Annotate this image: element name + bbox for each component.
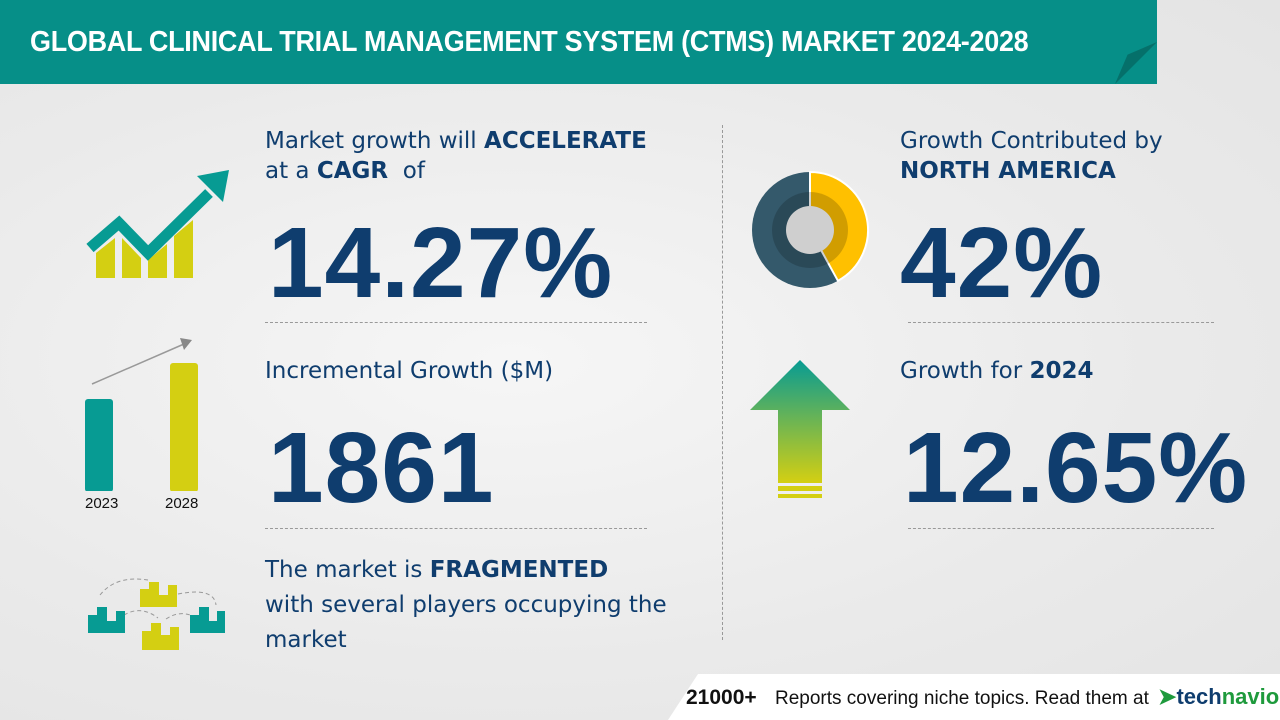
bar-2028: [170, 363, 198, 491]
bar-label-2028: 2028: [165, 495, 199, 512]
vertical-divider: [722, 125, 723, 640]
fragmented-line-1: The market is FRAGMENTED: [265, 557, 609, 583]
divider: [908, 528, 1214, 529]
up-arrow-icon: [750, 360, 850, 498]
logo-mark-icon: ➤: [1158, 684, 1177, 709]
buildings-network-icon: [88, 578, 225, 650]
technavio-logo[interactable]: ➤technavio: [1158, 684, 1280, 709]
footer-text: Reports covering niche topics. Read them…: [775, 688, 1149, 709]
divider: [265, 528, 647, 529]
footer-bar: [668, 674, 1280, 720]
report-count: 21000+: [686, 686, 757, 709]
incremental-bars-icon: [85, 338, 198, 491]
donut-share-slice: [809, 170, 869, 283]
region-line-2: NORTH AMERICA: [900, 158, 1116, 184]
incremental-value: 1861: [268, 412, 495, 524]
yoy-value: 12.65%: [903, 412, 1249, 524]
divider: [265, 322, 647, 323]
yoy-label: Growth for 2024: [900, 358, 1094, 384]
cagr-value: 14.27%: [268, 207, 614, 319]
bar-2023: [85, 399, 113, 491]
region-line-1: Growth Contributed by: [900, 128, 1163, 154]
cagr-line-1: Market growth will ACCELERATE: [265, 128, 647, 154]
donut-chart-icon: [752, 170, 869, 288]
page-title: GLOBAL CLINICAL TRIAL MANAGEMENT SYSTEM …: [30, 26, 1029, 58]
header-banner: [0, 0, 1157, 84]
divider: [908, 322, 1214, 323]
region-value: 42%: [900, 207, 1104, 319]
cagr-line-2: at a CAGR of: [265, 158, 425, 184]
growth-chart-arrow-icon: [86, 170, 229, 278]
bar-label-2023: 2023: [85, 495, 119, 512]
fragmented-line-3: market: [265, 627, 347, 653]
incremental-label: Incremental Growth ($M): [265, 358, 554, 384]
fragmented-line-2: with several players occupying the: [265, 592, 667, 618]
